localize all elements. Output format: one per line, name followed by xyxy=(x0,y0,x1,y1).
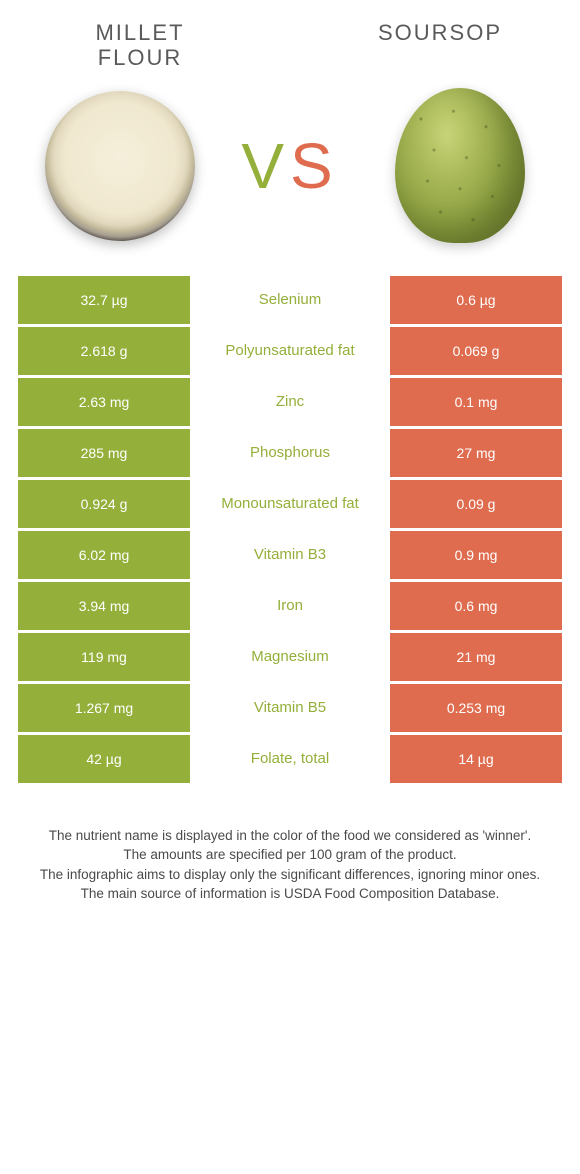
table-row: 2.618 gPolyunsaturated fat0.069 g xyxy=(18,327,562,375)
right-value: 0.9 mg xyxy=(390,531,562,579)
table-row: 0.924 gMonounsaturated fat0.09 g xyxy=(18,480,562,528)
nutrient-label: Vitamin B3 xyxy=(190,531,390,579)
left-value: 2.63 mg xyxy=(18,378,190,426)
nutrient-label: Folate, total xyxy=(190,735,390,783)
table-row: 32.7 µgSelenium0.6 µg xyxy=(18,276,562,324)
right-value: 0.253 mg xyxy=(390,684,562,732)
left-food-image xyxy=(40,86,200,246)
right-value: 21 mg xyxy=(390,633,562,681)
left-value: 0.924 g xyxy=(18,480,190,528)
left-value: 119 mg xyxy=(18,633,190,681)
header: MILLET FLOUR SOURSOP xyxy=(0,0,580,71)
table-row: 2.63 mgZinc0.1 mg xyxy=(18,378,562,426)
vs-label: VS xyxy=(241,129,338,203)
footer-line: The infographic aims to display only the… xyxy=(30,865,550,885)
table-row: 119 mgMagnesium21 mg xyxy=(18,633,562,681)
left-value: 1.267 mg xyxy=(18,684,190,732)
left-value: 2.618 g xyxy=(18,327,190,375)
left-value: 42 µg xyxy=(18,735,190,783)
nutrient-label: Magnesium xyxy=(190,633,390,681)
table-row: 6.02 mgVitamin B30.9 mg xyxy=(18,531,562,579)
right-food-title: SOURSOP xyxy=(350,20,530,45)
footer-notes: The nutrient name is displayed in the co… xyxy=(0,786,580,904)
left-value: 6.02 mg xyxy=(18,531,190,579)
nutrient-label: Polyunsaturated fat xyxy=(190,327,390,375)
nutrient-label: Zinc xyxy=(190,378,390,426)
right-value: 0.069 g xyxy=(390,327,562,375)
right-value: 0.1 mg xyxy=(390,378,562,426)
left-value: 3.94 mg xyxy=(18,582,190,630)
left-value: 32.7 µg xyxy=(18,276,190,324)
footer-line: The amounts are specified per 100 gram o… xyxy=(30,845,550,865)
vs-s: S xyxy=(290,130,339,202)
nutrient-label: Phosphorus xyxy=(190,429,390,477)
table-row: 1.267 mgVitamin B50.253 mg xyxy=(18,684,562,732)
millet-flour-icon xyxy=(45,91,195,241)
nutrient-label: Monounsaturated fat xyxy=(190,480,390,528)
soursop-icon xyxy=(395,88,525,243)
nutrient-label: Vitamin B5 xyxy=(190,684,390,732)
vs-v: V xyxy=(241,130,290,202)
right-value: 0.09 g xyxy=(390,480,562,528)
hero-row: VS xyxy=(0,71,580,276)
footer-line: The nutrient name is displayed in the co… xyxy=(30,826,550,846)
right-food-image xyxy=(380,86,540,246)
table-row: 285 mgPhosphorus27 mg xyxy=(18,429,562,477)
nutrient-label: Iron xyxy=(190,582,390,630)
left-food-title: MILLET FLOUR xyxy=(50,20,230,71)
right-value: 27 mg xyxy=(390,429,562,477)
left-value: 285 mg xyxy=(18,429,190,477)
right-value: 0.6 mg xyxy=(390,582,562,630)
table-row: 42 µgFolate, total14 µg xyxy=(18,735,562,783)
nutrient-label: Selenium xyxy=(190,276,390,324)
nutrient-table: 32.7 µgSelenium0.6 µg2.618 gPolyunsatura… xyxy=(0,276,580,783)
right-value: 14 µg xyxy=(390,735,562,783)
footer-line: The main source of information is USDA F… xyxy=(30,884,550,904)
right-value: 0.6 µg xyxy=(390,276,562,324)
table-row: 3.94 mgIron0.6 mg xyxy=(18,582,562,630)
